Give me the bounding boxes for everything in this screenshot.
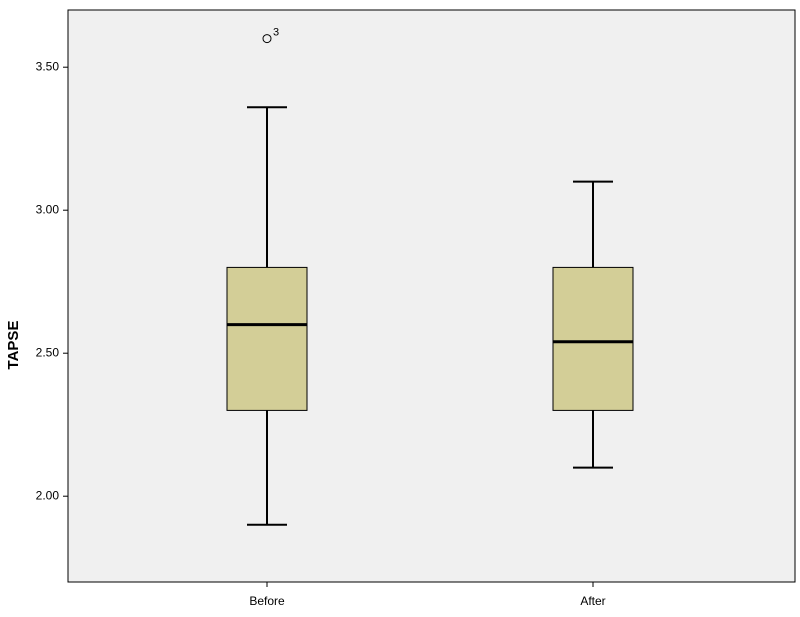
y-axis-label: TAPSE <box>5 321 22 370</box>
x-tick-label: Before <box>249 594 285 608</box>
y-tick-label: 3.50 <box>36 59 60 73</box>
x-tick-label: After <box>580 594 605 608</box>
y-tick-label: 3.00 <box>36 202 60 216</box>
plot-area <box>67 9 796 583</box>
box <box>552 266 634 411</box>
y-tick-label: 2.00 <box>36 488 60 502</box>
outlier <box>262 34 272 44</box>
y-tick-label: 2.50 <box>36 345 60 359</box>
outlier-label: 3 <box>273 27 279 39</box>
box <box>226 266 308 411</box>
